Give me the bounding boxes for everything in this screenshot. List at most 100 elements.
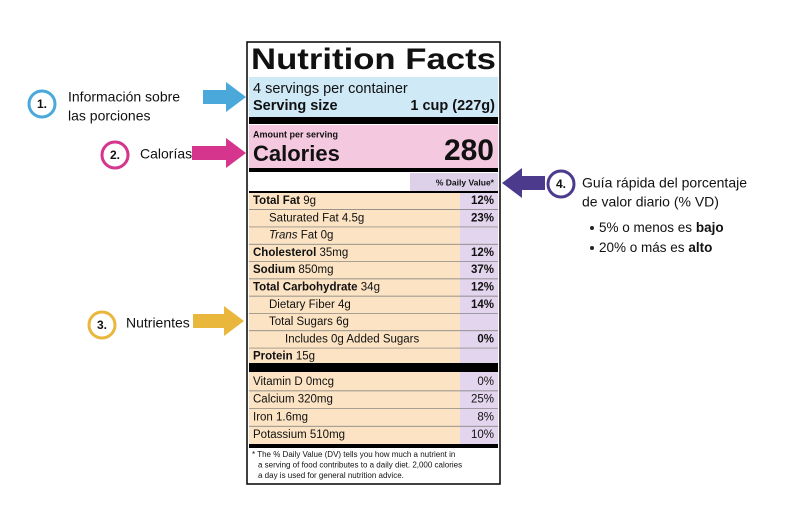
step-circle bbox=[87, 310, 117, 340]
footnote: a day is used for general nutrition advi… bbox=[258, 471, 404, 480]
daily-value: 25% bbox=[471, 394, 494, 406]
dv-header: % Daily Value* bbox=[436, 177, 495, 187]
rule bbox=[249, 444, 498, 448]
bullet-plain: 5% o menos es bbox=[599, 220, 692, 235]
vitamin: Iron 1.6mg bbox=[253, 411, 308, 423]
daily-value: 12% bbox=[471, 282, 494, 294]
nutrient-band bbox=[249, 193, 460, 363]
vitamin: Vitamin D 0mcg bbox=[253, 376, 334, 388]
nutrient-amount: 34g bbox=[361, 282, 380, 294]
nutrient-name: Total Fat bbox=[253, 195, 300, 207]
vitamin: Calcium 320mg bbox=[253, 394, 333, 406]
footnote: * The % Daily Value (DV) tells you how m… bbox=[252, 450, 455, 459]
nutrient-amount: 0g bbox=[321, 230, 334, 242]
annotation-text: Información sobre bbox=[68, 89, 180, 105]
nutrient-italic: Trans bbox=[269, 230, 298, 242]
annotation-text: Nutrientes bbox=[126, 315, 190, 331]
daily-value: 10% bbox=[471, 429, 494, 441]
bullet-bold: alto bbox=[688, 240, 712, 255]
nutrient-name: Cholesterol bbox=[253, 247, 316, 259]
arrow bbox=[203, 82, 246, 112]
dv-band bbox=[460, 372, 498, 444]
calorie-band bbox=[249, 125, 498, 168]
step-number: 3. bbox=[97, 318, 107, 332]
nutrient: Total Carbohydrate 34g bbox=[253, 282, 380, 294]
serving-size-label: Serving size bbox=[253, 98, 338, 114]
footnote: a serving of food contributes to a daily… bbox=[258, 461, 462, 470]
nutrient-amount: 6g bbox=[336, 316, 349, 328]
step-circle bbox=[546, 169, 576, 199]
nutrient-amount: 4.5g bbox=[342, 212, 364, 224]
serving-size-value: 1 cup (227g) bbox=[410, 98, 495, 114]
bullet-bold: bajo bbox=[696, 220, 724, 235]
nutrient: Includes 0g Added Sugars bbox=[285, 333, 420, 345]
step-number: 1. bbox=[37, 97, 47, 111]
nutrient-name: Total Sugars bbox=[269, 316, 333, 328]
label-title: Nutrition Facts bbox=[251, 43, 496, 76]
daily-value: 12% bbox=[471, 195, 494, 207]
bullet-text: 5% o menos es bajo bbox=[599, 220, 724, 235]
calories-value: 280 bbox=[444, 134, 494, 167]
vitamin-name: Potassium bbox=[253, 429, 307, 441]
nutrient: Sodium 850mg bbox=[253, 264, 334, 276]
vitamin-band bbox=[249, 372, 460, 444]
nutrient-amount: 850mg bbox=[298, 264, 333, 276]
nutrient-name: Saturated Fat bbox=[269, 212, 339, 224]
step-number: 2. bbox=[110, 148, 120, 162]
daily-value: 37% bbox=[471, 264, 494, 276]
dv-band bbox=[460, 193, 498, 363]
vitamin-amount: 320mg bbox=[298, 394, 333, 406]
nutrient: Trans Fat 0g bbox=[269, 230, 333, 242]
step-circle bbox=[100, 140, 130, 170]
daily-value: 8% bbox=[477, 411, 494, 423]
nutrient-name: Fat bbox=[301, 230, 318, 242]
vitamin-name: Calcium bbox=[253, 394, 295, 406]
vitamin-name: Vitamin D bbox=[253, 376, 303, 388]
arrow bbox=[502, 168, 545, 198]
annotation-text: de valor diario (% VD) bbox=[582, 194, 719, 210]
servings: 4 servings per container bbox=[253, 81, 408, 97]
bullet bbox=[590, 246, 594, 250]
arrow bbox=[193, 306, 244, 336]
daily-value: 12% bbox=[471, 247, 494, 259]
nutrient: Total Fat 9g bbox=[253, 195, 316, 207]
calories-label: Calories bbox=[253, 141, 340, 166]
nutrient: Cholesterol 35mg bbox=[253, 247, 348, 259]
arrow bbox=[192, 138, 246, 168]
bullet bbox=[590, 226, 594, 230]
bullet-text: 20% o más es alto bbox=[599, 240, 712, 255]
annotation-text: Guía rápida del porcentaje bbox=[582, 175, 747, 191]
thick-rule bbox=[249, 117, 498, 124]
daily-value: 14% bbox=[471, 299, 494, 311]
annotation-text: Calorías bbox=[140, 146, 192, 162]
vitamin-amount: 0mcg bbox=[306, 376, 334, 388]
nutrient-name: Dietary Fiber bbox=[269, 299, 335, 311]
nutrient-amount: 35mg bbox=[319, 247, 348, 259]
daily-value: 23% bbox=[471, 212, 494, 224]
nutrient-name: Includes 0g Added Sugars bbox=[285, 333, 420, 345]
vitamin: Potassium 510mg bbox=[253, 429, 345, 441]
nutrient-amount: 9g bbox=[303, 195, 316, 207]
vitamin-name: Iron bbox=[253, 411, 273, 423]
nutrient-name: Sodium bbox=[253, 264, 295, 276]
nutrient: Total Sugars 6g bbox=[269, 316, 349, 328]
serving-band bbox=[249, 77, 498, 117]
nutrient-name: Protein bbox=[253, 351, 293, 363]
step-number: 4. bbox=[556, 177, 566, 191]
nutrient-amount: 4g bbox=[338, 299, 351, 311]
step-circle bbox=[27, 89, 57, 119]
dv-header-band bbox=[410, 173, 498, 191]
amount-per-serving: Amount per serving bbox=[253, 129, 338, 139]
bullet-plain: 20% o más es bbox=[599, 240, 685, 255]
vitamin-amount: 1.6mg bbox=[276, 411, 308, 423]
rule bbox=[249, 191, 498, 193]
daily-value: 0% bbox=[477, 376, 494, 388]
vitamin-amount: 510mg bbox=[310, 429, 345, 441]
nutrient: Protein 15g bbox=[253, 351, 315, 363]
nutrient-amount: 15g bbox=[296, 351, 315, 363]
nutrient: Saturated Fat 4.5g bbox=[269, 212, 364, 224]
daily-value: 0% bbox=[477, 333, 494, 345]
rule bbox=[249, 168, 498, 172]
